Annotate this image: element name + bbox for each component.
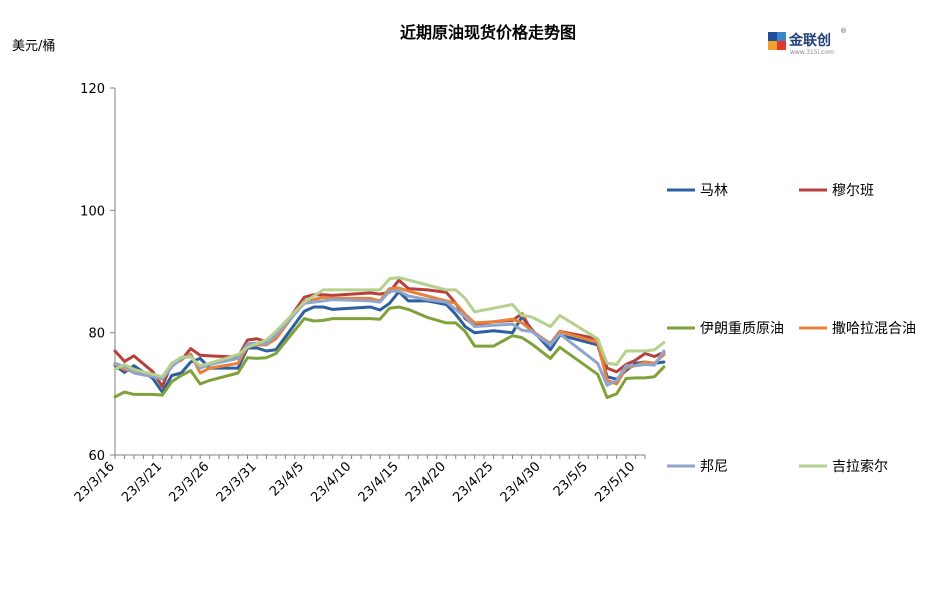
x-tick-label: 23/4/10 [308,459,354,505]
legend-label: 邦尼 [700,459,728,475]
y-tick-label: 80 [88,327,105,342]
x-tick-label: 23/3/21 [119,459,165,505]
series-layer [113,276,666,399]
logo-registered-mark: ® [840,27,847,35]
x-tick-label: 23/3/16 [72,459,118,505]
legend-label: 吉拉索尔 [832,458,888,475]
x-tick-label: 23/4/20 [403,459,449,505]
logo-text: 金联创 [788,32,831,49]
y-tick-label: 120 [80,82,105,97]
x-tick-label: 23/5/5 [551,459,591,499]
series-line-6 [113,276,666,379]
x-tick-label: 23/3/31 [214,459,260,505]
y-axis-unit-label: 美元/桶 [12,39,55,54]
legend-label: 撒哈拉混合油 [832,321,916,337]
x-tick-label: 23/4/15 [356,459,402,505]
x-tick-label: 23/5/10 [592,459,638,505]
series-line-3 [113,305,666,399]
legend-label: 马林 [700,183,728,199]
logo-url: www.315i.com [790,49,834,56]
y-tick-label: 60 [88,449,105,464]
x-tick-label: 23/3/26 [166,459,212,505]
legend-label: 穆尔班 [832,183,874,199]
x-tick-label: 23/4/25 [450,459,496,505]
brand-logo: 金联创 ® www.315i.com [768,27,847,56]
legend-label: 伊朗重质原油 [700,321,784,337]
logo-mark-icon [768,32,786,50]
chart-title: 近期原油现货价格走势图 [400,23,576,42]
y-tick-label: 100 [80,204,105,219]
x-tick-label: 23/4/30 [498,459,544,505]
x-tick-label: 23/4/5 [267,459,307,499]
